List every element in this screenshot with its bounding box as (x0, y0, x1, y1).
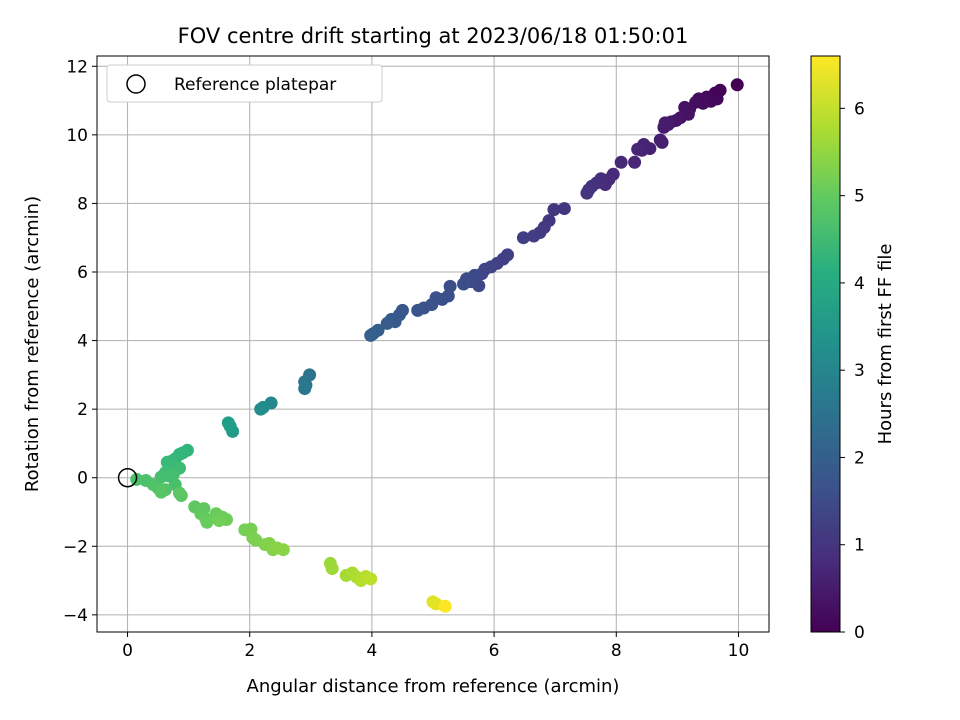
scatter-point (655, 135, 669, 149)
y-tick-label: −2 (63, 537, 88, 557)
y-tick-label: 2 (77, 400, 88, 420)
x-tick-label: 6 (489, 641, 500, 661)
scatter-point (380, 316, 394, 330)
x-axis-ticks: 0 2 4 6 8 10 (122, 632, 749, 661)
x-tick-label: 2 (244, 641, 255, 661)
y-tick-label: 10 (66, 126, 88, 146)
plot-background (97, 56, 769, 632)
scatter-point (547, 203, 561, 217)
chart-title: FOV centre drift starting at 2023/06/18 … (178, 24, 689, 48)
colorbar-tick-label: 5 (854, 187, 865, 207)
y-tick-label: −4 (63, 606, 88, 626)
data-points (130, 78, 744, 613)
x-tick-label: 0 (122, 641, 133, 661)
y-tick-label: 8 (77, 194, 88, 214)
scatter-point (364, 572, 378, 586)
scatter-point (276, 543, 290, 557)
scatter-point (325, 562, 339, 576)
scatter-point (557, 202, 571, 216)
grid (97, 56, 769, 632)
colorbar-tick-label: 6 (854, 99, 865, 119)
legend-label: Reference platepar (174, 75, 336, 95)
colorbar-ticks: 0 1 2 3 4 5 6 (840, 99, 865, 643)
scatter-point (580, 186, 594, 200)
scatter-point (298, 382, 312, 396)
scatter-point (457, 277, 471, 291)
x-tick-label: 8 (611, 641, 622, 661)
legend-marker (126, 74, 146, 94)
scatter-point (516, 231, 530, 245)
scatter-point (614, 155, 628, 169)
colorbar-frame (810, 55, 841, 633)
colorbar-tick-label: 0 (854, 623, 865, 643)
scatter-point (254, 402, 268, 416)
y-axis-label: Rotation from reference (arcmin) (22, 196, 43, 492)
scatter-point (527, 229, 541, 243)
scatter-point (438, 599, 452, 613)
x-tick-label: 10 (728, 641, 750, 661)
scatter-point (221, 416, 235, 430)
y-axis-ticks: −4 −2 0 2 4 6 8 10 12 (63, 57, 97, 626)
scatter-point (730, 78, 744, 92)
legend-box (106, 64, 383, 103)
colorbar-tick-label: 1 (854, 536, 865, 556)
scatter-point (212, 514, 226, 528)
scatter-point (166, 467, 180, 481)
scatter-point (631, 142, 645, 156)
x-axis-label: Angular distance from reference (arcmin) (247, 676, 620, 697)
scatter-point (628, 155, 642, 169)
reference-point-marker (117, 467, 138, 488)
y-tick-label: 12 (66, 57, 88, 77)
legend: Reference platepar (106, 64, 383, 103)
x-tick-label: 4 (366, 641, 377, 661)
plot-frame (96, 55, 770, 633)
y-tick-label: 6 (77, 263, 88, 283)
scatter-point (443, 279, 457, 293)
colorbar-tick-label: 4 (854, 274, 865, 294)
colorbar-gradient (811, 56, 840, 632)
colorbar-label: Hours from first FF file (875, 244, 896, 445)
colorbar: 0 1 2 3 4 5 6 Hours from first FF file (810, 55, 896, 643)
y-tick-label: 4 (77, 332, 88, 352)
scatter-point (411, 303, 425, 317)
colorbar-tick-label: 3 (854, 361, 865, 381)
colorbar-tick-label: 2 (854, 448, 865, 468)
scatter-point (658, 116, 672, 130)
scatter-point (200, 515, 214, 529)
y-tick-label: 0 (77, 469, 88, 489)
scatter-point (364, 328, 378, 342)
scatter-point (154, 485, 168, 499)
scatter-point (174, 489, 188, 503)
